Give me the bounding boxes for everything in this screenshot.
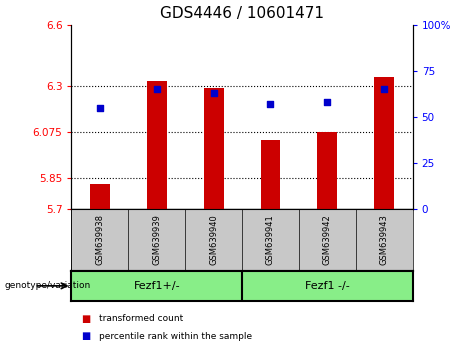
Point (380, 86, 388, 92)
Bar (204, 88, 224, 209)
Bar (90, 184, 110, 209)
Text: GSM639939: GSM639939 (152, 215, 161, 265)
Point (324, 99, 331, 105)
Text: GSM639941: GSM639941 (266, 215, 275, 265)
Point (96, 105, 104, 110)
Bar (374, 77, 394, 209)
Text: percentile rank within the sample: percentile rank within the sample (99, 332, 252, 341)
Text: GSM639940: GSM639940 (209, 215, 218, 265)
Point (267, 101, 274, 107)
Text: Fezf1+/-: Fezf1+/- (133, 281, 180, 291)
Text: ■: ■ (81, 331, 90, 341)
Text: transformed count: transformed count (99, 314, 183, 323)
Bar (260, 140, 280, 209)
Text: Fezf1 -/-: Fezf1 -/- (305, 281, 350, 291)
Text: genotype/variation: genotype/variation (5, 281, 91, 290)
Title: GDS4446 / 10601471: GDS4446 / 10601471 (160, 6, 324, 21)
Text: GSM639942: GSM639942 (323, 215, 332, 265)
Text: GSM639943: GSM639943 (380, 215, 389, 265)
Point (210, 90, 217, 96)
Bar (147, 81, 167, 209)
Text: ■: ■ (81, 314, 90, 324)
Point (153, 86, 160, 92)
Bar (317, 132, 337, 209)
Text: GSM639938: GSM639938 (95, 214, 104, 266)
